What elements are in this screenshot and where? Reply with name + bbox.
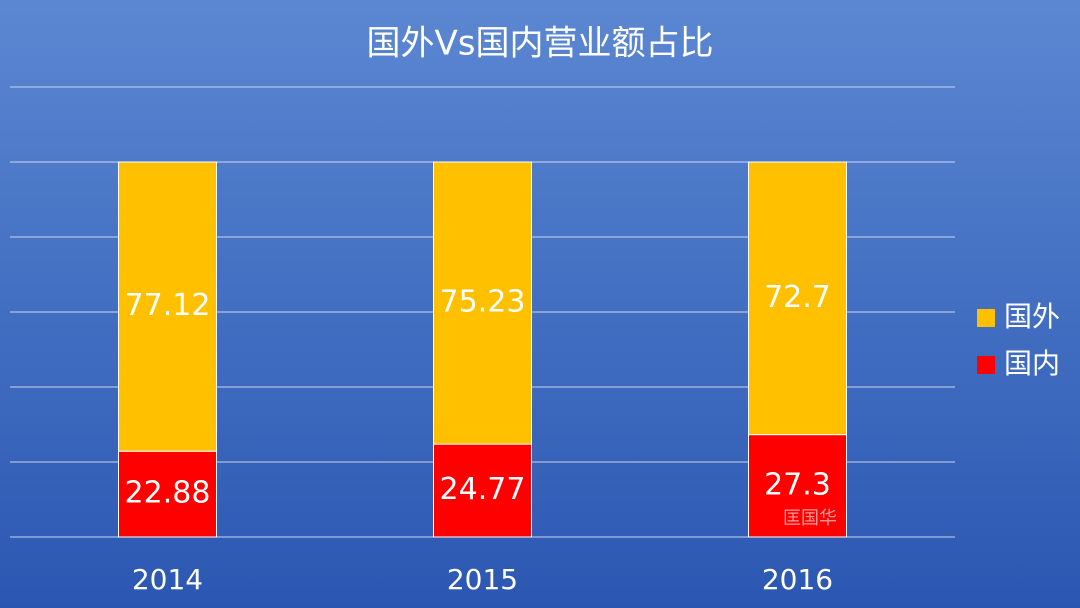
x-tick-label: 2014: [132, 563, 203, 596]
bar-segment: [433, 161, 532, 445]
x-tick-label: 2015: [447, 563, 518, 596]
legend-swatch: [977, 356, 995, 374]
bar-segment: [748, 434, 847, 538]
chart-title: 国外Vs国内营业额占比: [367, 24, 714, 64]
watermark: 匡国华: [783, 508, 837, 529]
legend-label: 国内: [1004, 347, 1060, 380]
x-tick-label: 2016: [762, 563, 833, 596]
value-label: 77.12: [125, 288, 211, 323]
bar-segment: [748, 161, 847, 436]
legend-swatch: [977, 309, 995, 327]
value-label: 75.23: [440, 285, 526, 320]
legend-label: 国外: [1004, 300, 1060, 333]
value-label: 27.3: [764, 467, 831, 502]
value-label: 22.88: [125, 476, 211, 511]
value-label: 24.77: [440, 472, 526, 507]
bar-segment: [433, 443, 532, 538]
value-label: 72.7: [764, 280, 831, 315]
bar-segment: [118, 161, 217, 452]
